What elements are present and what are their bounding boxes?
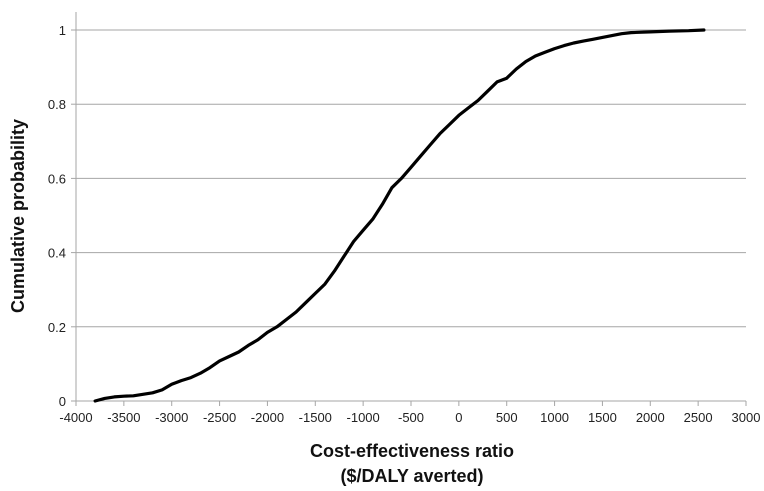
- x-tick-label-14: 3000: [732, 410, 761, 425]
- y-tick-label-4: 0.8: [48, 97, 66, 112]
- x-tick-label-2: -3000: [155, 410, 188, 425]
- x-tick-label-0: -4000: [59, 410, 92, 425]
- x-tick-label-6: -1000: [347, 410, 380, 425]
- x-tick-label-12: 2000: [636, 410, 665, 425]
- gridlines: [76, 29, 746, 328]
- y-tick-label-1: 0.2: [48, 320, 66, 335]
- x-tick-label-13: 2500: [684, 410, 713, 425]
- x-tick-label-5: -1500: [299, 410, 332, 425]
- y-tick-label-0: 0: [59, 394, 66, 409]
- y-tick-label-5: 1: [59, 23, 66, 38]
- y-tick-label-2: 0.4: [48, 246, 66, 261]
- x-tick-label-3: -2500: [203, 410, 236, 425]
- series-group: [93, 28, 706, 403]
- x-tick-label-10: 1000: [540, 410, 569, 425]
- x-tick-label-9: 500: [496, 410, 518, 425]
- x-axis-title-line2: ($/DALY averted): [340, 466, 483, 486]
- series-line-0: [93, 28, 706, 403]
- x-tick-label-4: -2000: [251, 410, 284, 425]
- x-axis-title-line1: Cost-effectiveness ratio: [310, 441, 514, 461]
- y-axis-title: Cumulative probability: [8, 119, 28, 313]
- x-tick-label-8: 0: [455, 410, 462, 425]
- tick-labels: 00.20.40.60.81-4000 -3500 -3000 -2500 -2000-…: [48, 23, 761, 425]
- y-tick-label-3: 0.6: [48, 171, 66, 186]
- x-tick-label-1: -3500: [107, 410, 140, 425]
- x-tick-label-7: -500: [398, 410, 424, 425]
- x-tick-label-11: 1500: [588, 410, 617, 425]
- axes: [71, 12, 747, 406]
